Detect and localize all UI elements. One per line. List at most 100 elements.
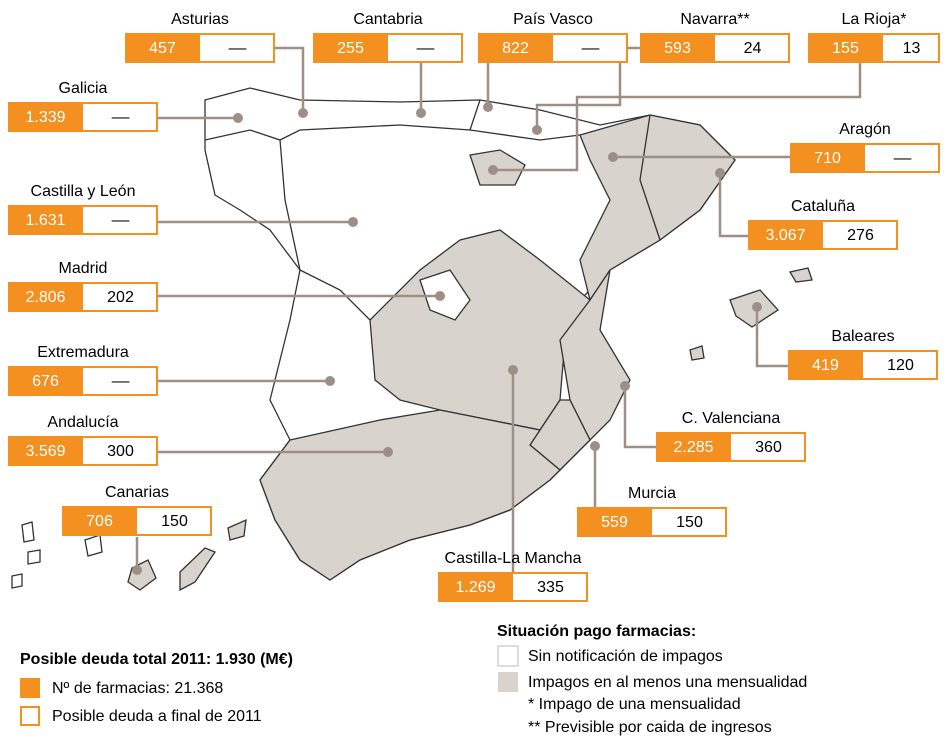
region-dot [435, 291, 445, 301]
farmacias-box [8, 366, 83, 396]
region-dot [620, 381, 630, 391]
deuda-value: –– [112, 212, 130, 229]
leaders [132, 46, 862, 575]
region-la-rioja [469, 149, 526, 186]
deuda-value: 13 [903, 40, 921, 57]
farmacias-box [808, 33, 883, 63]
borders [279, 139, 301, 271]
farmacias-value: 710 [814, 150, 841, 167]
region-name: C. Valenciana [682, 410, 781, 427]
region-name: Castilla y León [31, 183, 136, 200]
island [11, 573, 23, 589]
leader-line [623, 386, 656, 449]
region-name: Asturias [171, 11, 229, 28]
region-name: Extremadura [37, 344, 129, 361]
legend-item: Impagos en al menos una mensualidad [528, 674, 807, 691]
farmacias-value: 822 [502, 40, 529, 57]
deuda-value: 120 [887, 357, 914, 374]
region-name: Andalucía [47, 414, 118, 431]
farmacias-box [438, 572, 513, 602]
deuda-value: 335 [537, 579, 564, 596]
farmacias-box [8, 102, 83, 132]
farmacias-box [788, 350, 863, 380]
farmacias-box [8, 205, 83, 235]
legend-swatch [20, 678, 40, 698]
farmacias-value: 559 [601, 514, 628, 531]
farmacias-box [656, 432, 731, 462]
farmacias-value: 155 [832, 40, 859, 57]
deuda-value: –– [417, 40, 435, 57]
region-name: Madrid [59, 260, 108, 277]
legend-title: Situación pago farmacias: [497, 623, 696, 640]
region-dot [348, 217, 358, 227]
farmacias-box [790, 143, 865, 173]
legend-swatch [498, 672, 518, 692]
region-dot [233, 113, 243, 123]
region-dot [532, 125, 542, 135]
farmacias-value: 2.285 [673, 439, 713, 456]
legend-title: Posible deuda total 2011: 1.930 (M€) [20, 651, 293, 668]
region-name: La Rioja* [842, 11, 907, 28]
farmacias-value: 1.631 [25, 212, 65, 229]
farmacias-box [313, 33, 388, 63]
farmacias-value: 1.269 [455, 579, 495, 596]
region-dot [383, 447, 393, 457]
farmacias-value: 3.569 [25, 443, 65, 460]
region-name: Cataluña [791, 198, 855, 215]
farmacias-value: 706 [86, 513, 113, 530]
farmacias-value: 457 [149, 40, 176, 57]
region-madrid [419, 269, 471, 321]
borders [204, 124, 581, 141]
farmacias-box [62, 506, 137, 536]
region-dot [132, 565, 142, 575]
legend-note: ** Previsible por caida de ingresos [528, 719, 772, 736]
farmacias-box [8, 436, 83, 466]
deuda-value: 150 [676, 514, 703, 531]
region-dot [608, 152, 618, 162]
region-dot [590, 441, 600, 451]
island [179, 547, 216, 592]
farmacias-value: 2.806 [25, 289, 65, 306]
deuda-value: 360 [755, 439, 782, 456]
island [127, 559, 157, 591]
island [84, 534, 103, 557]
farmacias-value: 255 [337, 40, 364, 57]
leader-line [755, 307, 788, 368]
leader-line [275, 46, 305, 113]
deuda-value: –– [894, 150, 912, 167]
leader-line [493, 63, 862, 172]
farmacias-value: 1.339 [25, 109, 65, 126]
region-name: Castilla-La Mancha [445, 550, 582, 567]
deuda-value: 300 [107, 443, 134, 460]
borders [639, 114, 661, 241]
legend-note: * Impago de una mensualidad [528, 696, 741, 713]
region-dot [325, 376, 335, 386]
region-dot [488, 165, 498, 175]
region-dot [752, 302, 762, 312]
farmacias-value: 3.067 [765, 227, 805, 244]
deuda-value: 202 [107, 289, 134, 306]
region-dot [483, 102, 493, 112]
region-name: Canarias [105, 484, 169, 501]
deuda-value: 276 [847, 227, 874, 244]
region-valencia [559, 269, 631, 442]
region-name: Galicia [59, 80, 108, 97]
deuda-value: 150 [161, 513, 188, 530]
borders [469, 99, 481, 131]
legend-swatch [497, 645, 519, 667]
island [21, 521, 35, 543]
region-name: Murcia [628, 485, 676, 502]
island [27, 549, 41, 565]
legend-item: Sin notificación de impagos [528, 648, 723, 665]
farmacias-box [577, 507, 652, 537]
deuda-value: –– [582, 40, 600, 57]
region-aragon-cataluna [579, 114, 736, 302]
legend-right: Situación pago farmacias: Sin notificaci… [497, 623, 807, 736]
leader-line [718, 173, 748, 238]
legend-left: Posible deuda total 2011: 1.930 (M€) Nº … [20, 651, 293, 726]
borders [299, 269, 371, 321]
map [11, 87, 813, 592]
deuda-value: –– [112, 373, 130, 390]
deuda-value: 24 [744, 40, 762, 57]
